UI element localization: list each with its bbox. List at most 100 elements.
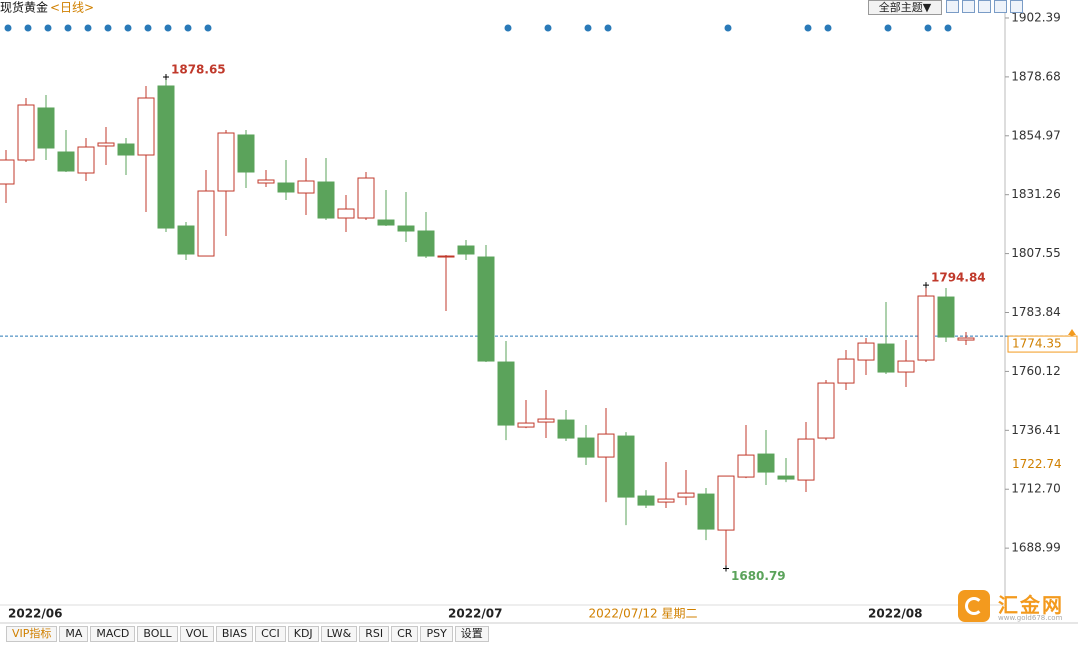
y-tick-label: 1854.97	[1011, 128, 1061, 142]
y-tick-label: 1712.70	[1011, 482, 1061, 496]
high-marker	[923, 282, 929, 289]
indicator-tab[interactable]: KDJ	[287, 626, 319, 642]
event-dot	[724, 24, 732, 32]
candle-body	[477, 256, 495, 362]
logo-icon	[958, 590, 990, 622]
candle-body	[737, 454, 755, 478]
indicator-tab[interactable]: VOL	[179, 626, 214, 642]
candle-body	[197, 190, 215, 257]
candle-body	[617, 435, 635, 498]
candle-body	[77, 146, 95, 174]
event-dot	[884, 24, 892, 32]
event-dot	[804, 24, 812, 32]
candle-body	[937, 296, 955, 338]
low-marker	[723, 565, 729, 572]
candle-body	[697, 493, 715, 530]
logo-name: 汇金网	[998, 593, 1064, 617]
indicator-tab[interactable]: PSY	[420, 626, 453, 642]
y-tick-label: 1807.55	[1011, 246, 1061, 260]
candle-body	[917, 295, 935, 361]
indicator-tab[interactable]: CCI	[255, 626, 286, 642]
candle-body	[457, 245, 475, 255]
event-dot	[84, 24, 92, 32]
candle-body	[717, 475, 735, 531]
candle-body	[357, 177, 375, 219]
candle-body	[177, 225, 195, 255]
event-dot	[104, 24, 112, 32]
y-tick-label: 1831.26	[1011, 187, 1061, 201]
last-price-box	[1007, 335, 1078, 353]
x-tick-label: 2022/08	[868, 607, 922, 621]
candle-body	[537, 418, 555, 423]
y-tick-label: 1760.12	[1011, 364, 1061, 378]
candle-body	[317, 181, 335, 219]
indicator-tab[interactable]: BOLL	[137, 626, 178, 642]
candle-body	[817, 382, 835, 439]
event-dot	[944, 24, 952, 32]
y-tick-label: 1878.68	[1011, 69, 1061, 83]
candle-body	[837, 358, 855, 384]
candle-body	[797, 438, 815, 481]
event-dot	[144, 24, 152, 32]
candle-body	[677, 492, 695, 498]
indicator-tab[interactable]: CR	[391, 626, 419, 642]
event-dot	[64, 24, 72, 32]
indicator-tab[interactable]: VIP指标	[6, 626, 58, 642]
indicator-tab[interactable]: 设置	[454, 626, 489, 642]
y-tick-label: 1688.99	[1011, 541, 1061, 555]
event-dot	[4, 24, 12, 32]
high-label: 1794.84	[931, 271, 986, 285]
event-dot	[44, 24, 52, 32]
event-dot	[24, 24, 32, 32]
event-dot	[604, 24, 612, 32]
x-tick-label: 2022/07	[448, 607, 502, 621]
candle-body	[257, 179, 275, 184]
candle-body	[777, 475, 795, 480]
candle-body	[277, 182, 295, 193]
candle-body	[577, 437, 595, 458]
event-dot	[124, 24, 132, 32]
icon-button[interactable]	[946, 0, 959, 13]
y-tick-label: 1783.84	[1011, 305, 1061, 319]
candle-body	[117, 143, 135, 156]
candle-body	[597, 433, 615, 458]
indicator-tab[interactable]: LW&	[320, 626, 358, 642]
theme-button[interactable]: 全部主题▼	[868, 0, 942, 15]
indicator-tab[interactable]: BIAS	[215, 626, 254, 642]
indicator-tabs: VIP指标 MA MACD BOLL VOL BIAS CCI KDJ LW& RSI CR PSY 设…	[6, 626, 489, 642]
candle-body	[897, 360, 915, 373]
candle-body	[417, 230, 435, 257]
candle-body	[17, 104, 35, 161]
candle-body	[57, 151, 75, 172]
event-dot	[184, 24, 192, 32]
logo-url: www.gold678.com	[998, 614, 1063, 622]
last-price-label: 1774.35	[1012, 337, 1062, 351]
candle-body	[157, 85, 175, 229]
candle-body	[637, 495, 655, 506]
icon-button[interactable]	[1010, 0, 1023, 13]
event-dot	[924, 24, 932, 32]
candle-body	[397, 225, 415, 232]
y-tick-label: 1736.41	[1011, 423, 1061, 437]
icon-button[interactable]	[994, 0, 1007, 13]
logo: 汇金网 www.gold678.com	[958, 589, 1076, 623]
indicator-tab[interactable]: RSI	[359, 626, 390, 642]
chart-title: 现货黄金	[0, 0, 48, 15]
candle-body	[957, 337, 975, 341]
reference-price-label: 1722.74	[1012, 457, 1062, 471]
candle-body	[137, 97, 155, 156]
indicator-tab[interactable]: MACD	[90, 626, 136, 642]
event-dot	[584, 24, 592, 32]
icon-button[interactable]	[962, 0, 975, 13]
candle-body	[497, 361, 515, 426]
indicator-tab[interactable]: MA	[59, 626, 89, 642]
event-dot	[204, 24, 212, 32]
candle-body	[757, 453, 775, 473]
crosshair-label: 2022/07/12 星期二	[589, 607, 698, 621]
candle-body	[557, 419, 575, 439]
icon-button[interactable]	[978, 0, 991, 13]
candle-body	[857, 342, 875, 361]
candle-body	[97, 142, 115, 147]
